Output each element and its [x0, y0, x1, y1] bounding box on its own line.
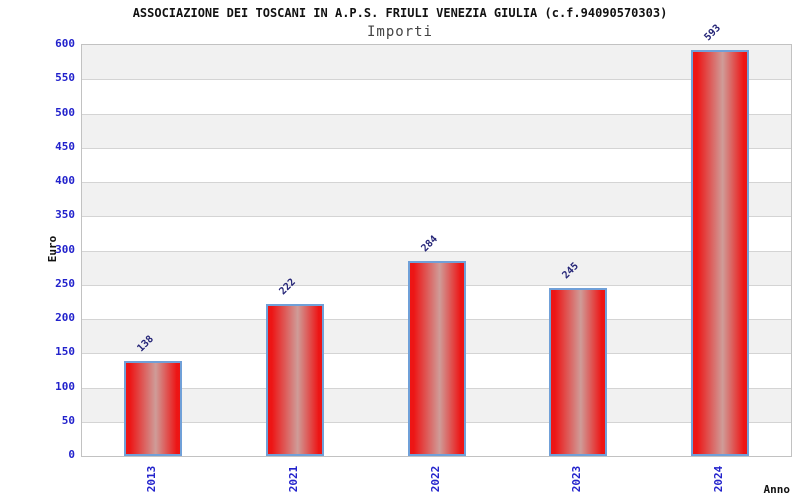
bar-2022	[407, 261, 466, 456]
y-tick-0: 0	[68, 448, 75, 461]
bar-2021	[265, 303, 324, 456]
y-tick-250: 250	[55, 276, 75, 290]
gridline	[82, 250, 791, 252]
bar-2024	[691, 49, 750, 456]
y-tick-550: 550	[55, 71, 75, 85]
gridline	[82, 113, 791, 115]
x-tick-2022: 2022	[428, 465, 442, 493]
y-tick-200: 200	[55, 311, 75, 324]
gridline	[82, 216, 791, 218]
gridline	[82, 182, 791, 183]
y-tick-350: 350	[55, 208, 75, 222]
plot-band	[82, 79, 791, 114]
gridline	[82, 79, 791, 81]
x-tick-2013: 2013	[144, 465, 158, 493]
chart-title: ASSOCIAZIONE DEI TOSCANI IN A.P.S. FRIUL…	[132, 6, 668, 20]
y-tick-450: 450	[55, 139, 75, 153]
gridline	[82, 147, 791, 149]
x-tick-2023: 2023	[570, 465, 584, 493]
bar-2023	[549, 288, 608, 456]
plot-area	[81, 44, 792, 457]
x-tick-2021: 2021	[286, 465, 300, 493]
y-tick-500: 500	[55, 105, 75, 119]
plot-band	[82, 216, 791, 251]
chart-subtitle: Importi	[366, 24, 433, 40]
plot-band	[82, 182, 791, 217]
y-tick-400: 400	[55, 174, 75, 187]
y-tick-600: 600	[55, 37, 75, 50]
plot-band	[82, 45, 791, 80]
plot-band	[82, 113, 791, 148]
y-tick-300: 300	[55, 242, 75, 256]
y-tick-150: 150	[55, 345, 75, 359]
x-tick-2024: 2024	[712, 465, 726, 493]
bar-2013	[123, 361, 182, 456]
y-tick-100: 100	[55, 379, 75, 393]
plot-band	[82, 147, 791, 182]
y-tick-50: 50	[61, 413, 75, 427]
x-axis-title: Anno	[763, 483, 791, 496]
